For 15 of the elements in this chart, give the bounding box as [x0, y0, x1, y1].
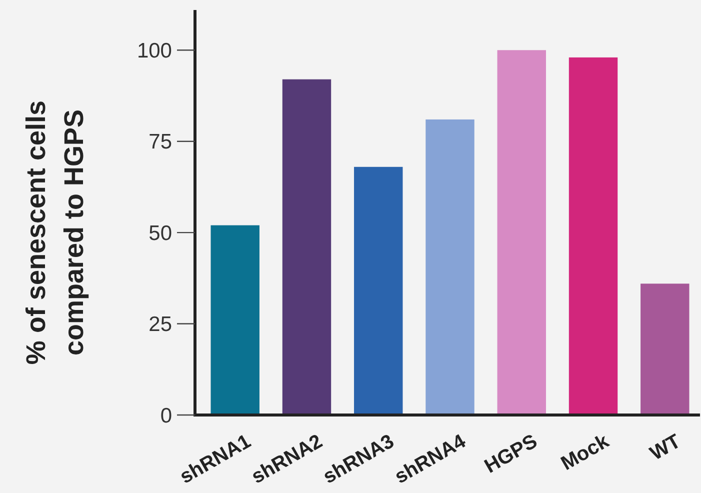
- y-axis-title: % of senescent cells compared to HGPS: [21, 100, 89, 365]
- x-tick-label: Mock: [557, 430, 614, 476]
- x-tick-label: WT: [646, 430, 684, 465]
- y-tick-label: 75: [148, 130, 172, 154]
- y-tick-label: 25: [148, 313, 172, 336]
- y-tick-label: 100: [136, 39, 172, 62]
- bar: [497, 50, 546, 415]
- y-tick-label: 50: [148, 222, 172, 245]
- bar: [640, 284, 690, 415]
- bar: [210, 225, 260, 415]
- bar: [354, 166, 403, 415]
- bar: [568, 57, 618, 415]
- bar: [282, 79, 332, 415]
- y-tick-label: 0: [160, 404, 172, 428]
- bar: [426, 119, 474, 415]
